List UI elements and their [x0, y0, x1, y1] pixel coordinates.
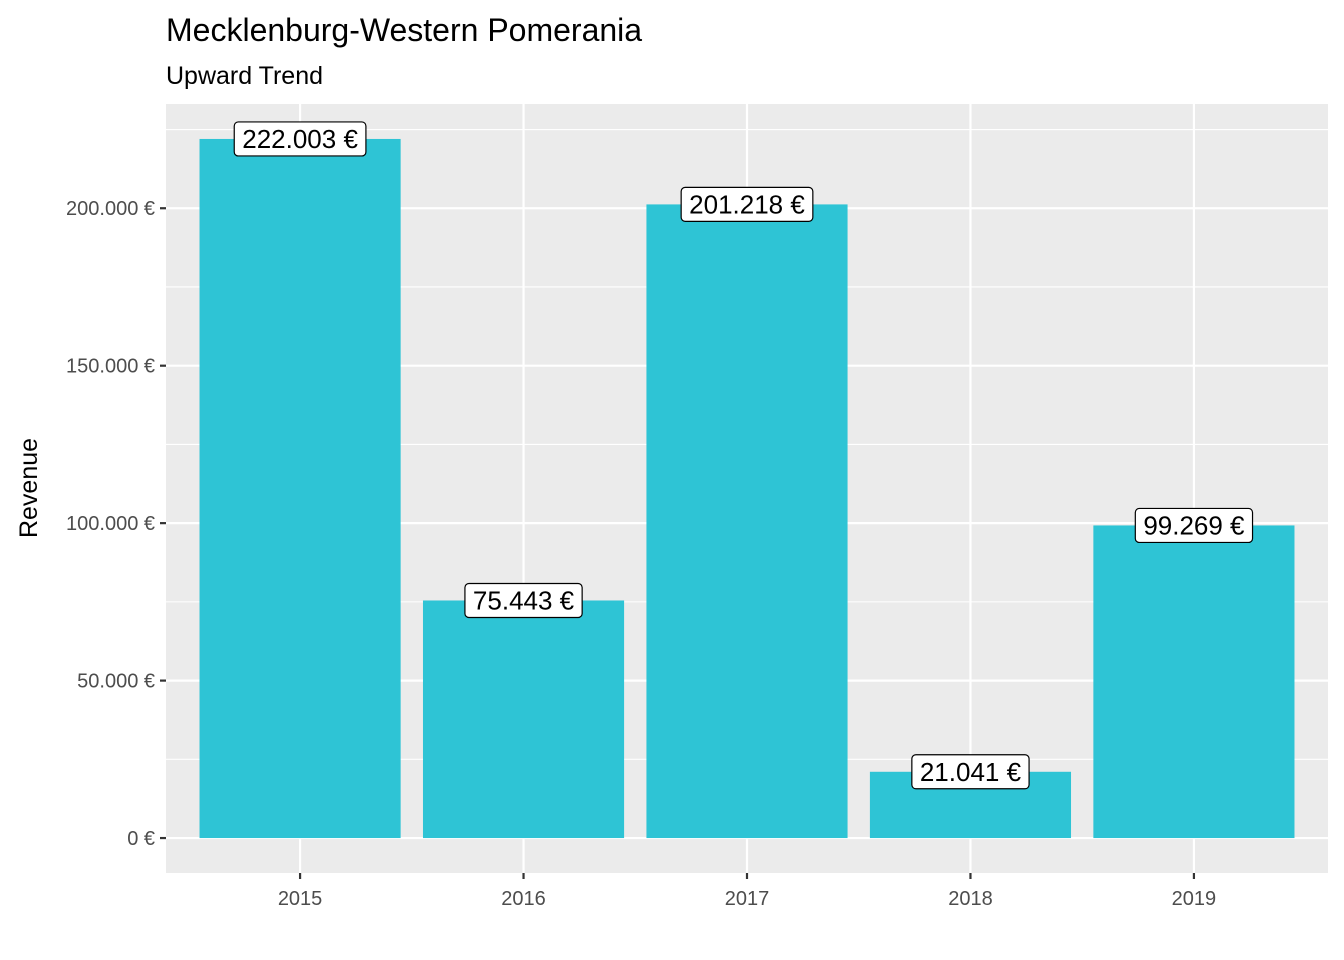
x-tick-label: 2016 — [501, 888, 546, 910]
bars — [199, 138, 1295, 839]
data-label-text: 75.443 € — [473, 585, 575, 615]
y-axis-title: Revenue — [15, 438, 43, 538]
data-label-text: 99.269 € — [1143, 510, 1245, 540]
data-label-text: 222.003 € — [242, 124, 358, 154]
y-tick-label: 0 € — [127, 828, 155, 850]
data-label-2018: 21.041 € — [911, 754, 1030, 790]
y-tick-label: 150.000 € — [66, 356, 155, 378]
bar-2017 — [646, 204, 848, 839]
data-label-2015: 222.003 € — [233, 121, 367, 157]
data-label-box — [680, 186, 814, 223]
data-label-box — [1134, 507, 1254, 544]
data-label-2016: 75.443 € — [464, 582, 583, 619]
chart-subtitle: Upward Trend — [166, 62, 323, 90]
x-tick-label: 2019 — [1172, 888, 1217, 910]
data-label-text: 201.218 € — [689, 189, 805, 219]
x-tick-label: 2015 — [278, 888, 323, 910]
y-tick-label: 100.000 € — [66, 513, 155, 535]
data-label-box — [464, 582, 583, 619]
bar-2015 — [199, 138, 401, 839]
y-axis: 0 € 50.000 € 100.000 € 150.000 € 200.000 € — [66, 198, 166, 850]
data-label-2017: 201.218 € — [680, 186, 814, 223]
y-tick-label: 50.000 € — [77, 671, 155, 693]
data-label-text: 21.041 € — [920, 757, 1022, 787]
bar-2016 — [422, 600, 625, 839]
x-axis: 2015 2016 2017 2018 2019 — [278, 873, 1216, 910]
y-tick-label: 200.000 € — [66, 198, 155, 220]
data-labels: 222.003 € 75.443 € 201.218 € 21.041 € 99.269… — [233, 121, 1254, 790]
data-label-box — [233, 121, 367, 157]
bar-2019 — [1093, 525, 1295, 839]
chart-title: Mecklenburg-Western Pomerania — [166, 12, 642, 48]
x-tick-label: 2017 — [725, 888, 770, 910]
data-label-2019: 99.269 € — [1134, 507, 1254, 544]
data-label-box — [911, 754, 1030, 790]
x-tick-label: 2018 — [948, 888, 993, 910]
